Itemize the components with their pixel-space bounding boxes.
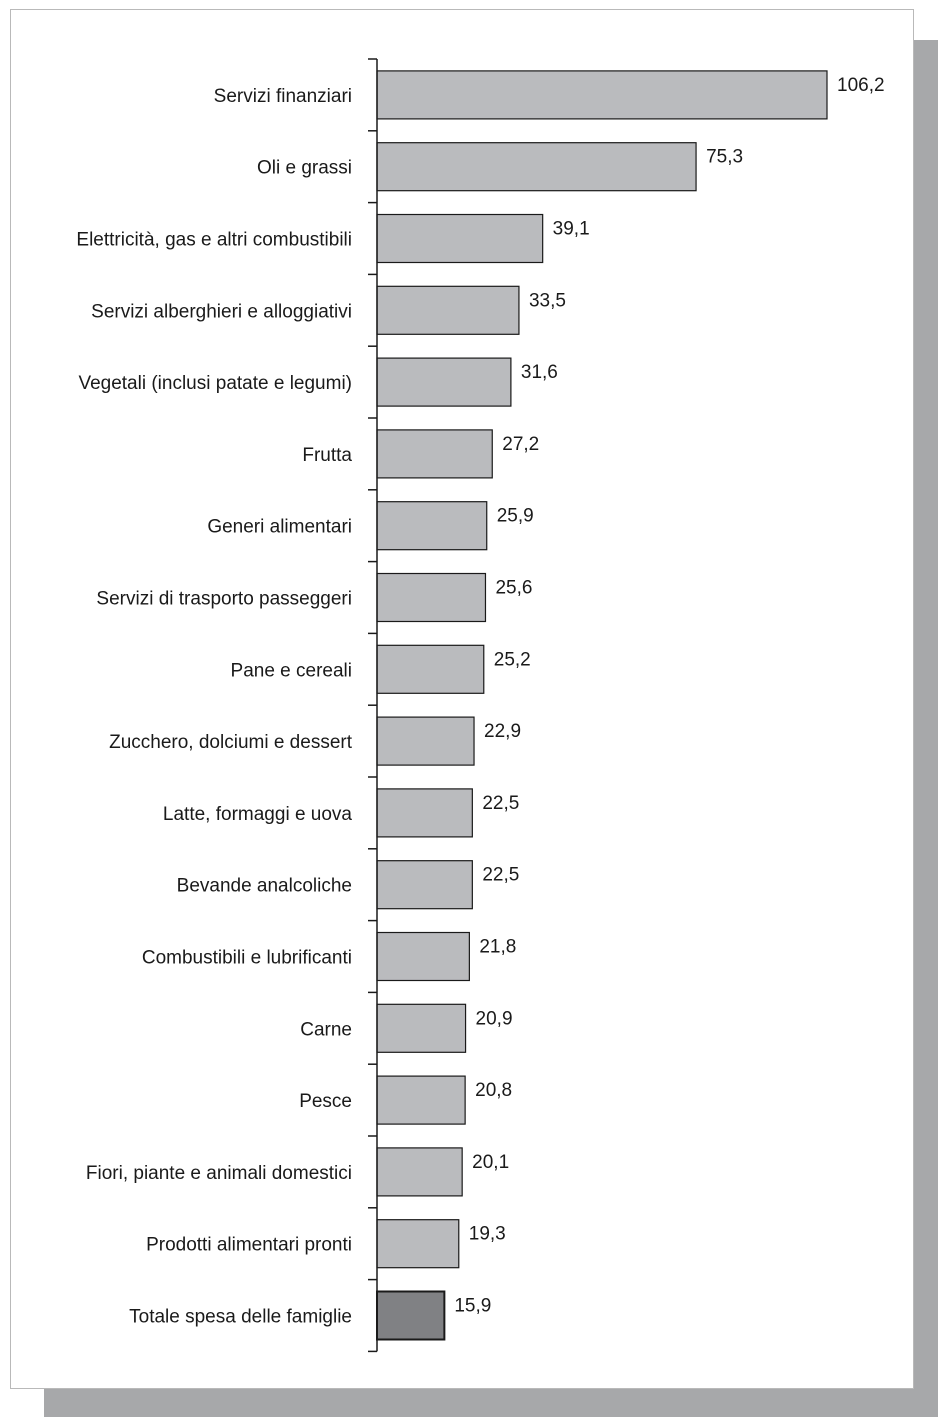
- value-label: 22,9: [484, 721, 521, 742]
- category-label: Vegetali (inclusi patate e legumi): [78, 373, 352, 394]
- value-label: 22,5: [482, 865, 519, 886]
- category-label: Fiori, piante e animali domestici: [86, 1163, 352, 1184]
- category-label: Frutta: [302, 445, 352, 466]
- category-label: Pane e cereali: [231, 660, 352, 681]
- category-label: Carne: [300, 1019, 352, 1040]
- value-label: 27,2: [502, 434, 539, 455]
- bar: [376, 357, 512, 407]
- bar: [376, 70, 828, 120]
- bar: [376, 1219, 460, 1269]
- bar: [376, 931, 470, 982]
- category-label: Pesce: [299, 1091, 352, 1112]
- value-label: 20,9: [476, 1008, 513, 1029]
- bar: [376, 716, 475, 766]
- category-label: Servizi di trasporto passeggeri: [96, 589, 352, 610]
- value-label: 39,1: [553, 219, 590, 240]
- axis-ticks: [368, 58, 377, 1353]
- category-label: Combustibili e lubrificanti: [142, 948, 352, 969]
- category-label: Latte, formaggi e uova: [163, 804, 352, 825]
- value-label: 106,2: [837, 75, 885, 96]
- value-label: 75,3: [706, 147, 743, 168]
- bar: [376, 788, 473, 838]
- category-label: Zucchero, dolciumi e dessert: [109, 732, 353, 753]
- category-labels: Servizi finanziari Oli e grassi Elettricit…: [76, 86, 352, 1328]
- bar: [376, 572, 487, 623]
- value-label: 33,5: [529, 290, 566, 311]
- bar: [376, 142, 697, 192]
- category-label: Prodotti alimentari pronti: [146, 1235, 352, 1256]
- value-label: 25,6: [495, 578, 532, 599]
- category-label: Bevande analcoliche: [177, 876, 352, 897]
- value-label: 15,9: [454, 1296, 491, 1317]
- bar: [376, 213, 544, 264]
- bar: [376, 285, 520, 335]
- bar: [376, 1003, 467, 1053]
- bars: [376, 70, 828, 1341]
- value-labels: 106,2 75,3 39,1 33,5 31,6 27,2 25,9 25,6 25,2 22,…: [454, 75, 884, 1317]
- category-label: Servizi finanziari: [214, 86, 352, 107]
- value-label: 20,8: [475, 1080, 512, 1101]
- bar: [376, 1147, 463, 1197]
- value-label: 31,6: [521, 362, 558, 383]
- bar: [376, 860, 473, 910]
- bar: [376, 429, 493, 479]
- value-label: 25,2: [494, 649, 531, 670]
- value-label: 20,1: [472, 1152, 509, 1173]
- value-label: 21,8: [479, 937, 516, 958]
- bar-total: [376, 1290, 446, 1341]
- category-label: Elettricità, gas e altri combustibili: [76, 230, 352, 251]
- category-label: Generi alimentari: [207, 517, 352, 538]
- category-label: Servizi alberghieri e alloggiativi: [91, 301, 352, 322]
- value-label: 25,9: [497, 506, 534, 527]
- category-label: Oli e grassi: [257, 158, 352, 179]
- bar: [376, 644, 485, 694]
- category-label: Totale spesa delle famiglie: [129, 1307, 352, 1328]
- bar: [376, 501, 488, 551]
- value-label: 22,5: [482, 793, 519, 814]
- value-label: 19,3: [469, 1224, 506, 1245]
- bar: [376, 1075, 466, 1125]
